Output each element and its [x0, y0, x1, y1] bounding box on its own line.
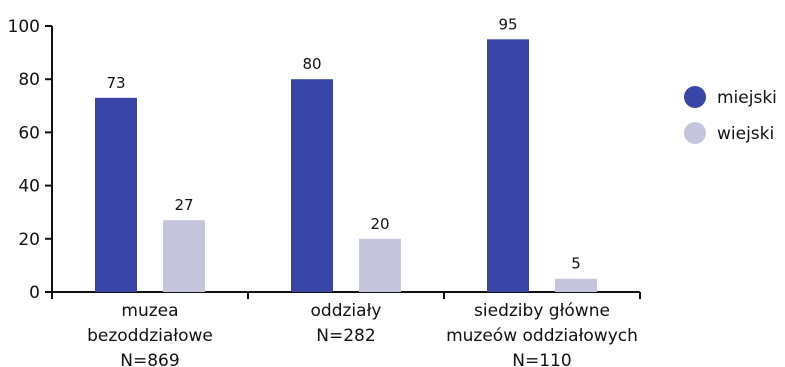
- legend-label-miejski: miejski: [717, 88, 777, 108]
- category-label: N=869: [120, 351, 179, 367]
- y-axis: 0 20 40 60 80 100: [8, 17, 53, 303]
- bar-miejski-1: [291, 79, 333, 292]
- value-labels: 73 27 80 20 95 5: [106, 15, 580, 272]
- bar-miejski-2: [487, 39, 529, 292]
- value-label-miejski-0: 73: [106, 74, 125, 92]
- y-tick-label: 60: [18, 123, 40, 143]
- legend-marker-wiejski: [684, 122, 706, 144]
- x-axis: [51, 291, 641, 299]
- category-label: muzeów oddziałowych: [446, 326, 638, 346]
- y-tick-label: 100: [8, 17, 40, 37]
- category-label: N=110: [512, 351, 571, 367]
- category-label: bezoddziałowe: [87, 326, 213, 346]
- bar-miejski-0: [95, 97, 137, 292]
- legend: miejski wiejski: [684, 86, 777, 144]
- y-tick-label: 40: [18, 177, 40, 197]
- category-label: muzea: [121, 301, 178, 321]
- y-tick-label: 0: [29, 283, 40, 303]
- category-label: N=282: [316, 326, 375, 346]
- category-labels: muzea bezoddziałowe N=869 oddziały N=282 sied…: [87, 301, 638, 367]
- y-tick-label: 80: [18, 70, 40, 90]
- bar-wiejski-0: [163, 220, 205, 292]
- category-label: siedziby główne: [474, 301, 610, 321]
- category-label: oddziały: [311, 301, 382, 321]
- value-label-wiejski-0: 27: [174, 196, 193, 214]
- value-label-miejski-1: 80: [302, 55, 321, 73]
- bars: [95, 39, 597, 292]
- bar-wiejski-2: [555, 278, 597, 292]
- value-label-miejski-2: 95: [498, 15, 517, 33]
- bar-wiejski-1: [359, 238, 401, 292]
- legend-marker-miejski: [684, 86, 706, 108]
- value-label-wiejski-1: 20: [370, 215, 389, 233]
- value-label-wiejski-2: 5: [571, 255, 581, 273]
- legend-label-wiejski: wiejski: [717, 124, 774, 144]
- y-tick-label: 20: [18, 230, 40, 250]
